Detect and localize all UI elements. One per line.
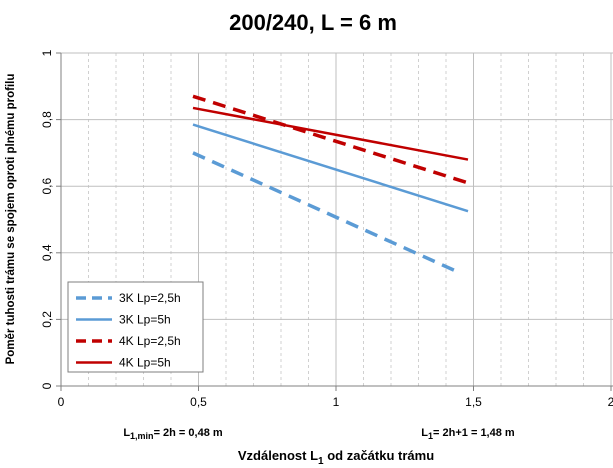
x-tick-labels: 0 0,5 1 1,5 2	[58, 395, 613, 409]
y-tick-label: 0	[40, 382, 54, 389]
series-line	[192, 106, 469, 161]
chart-title: 200/240, L = 6 m	[229, 10, 397, 35]
x-tick-label: 0	[58, 395, 65, 409]
y-tick-label: 0,4	[40, 244, 54, 261]
x-tick-label: 0,5	[190, 395, 207, 409]
x-axis-label: Vzdálenost L1 od začátku trámu	[238, 448, 434, 467]
x-tick-label: 1	[333, 395, 340, 409]
y-tick-label: 0,6	[40, 178, 54, 195]
x-tick-label: 2	[608, 395, 613, 409]
legend-entry: 4K Lp=5h	[119, 356, 171, 370]
legend-entry: 4K Lp=2,5h	[119, 334, 181, 348]
legend: 3K Lp=2,5h 3K Lp=5h 4K Lp=2,5h 4K Lp=5h	[67, 281, 204, 373]
legend-entry: 3K Lp=2,5h	[119, 291, 181, 305]
series-line	[192, 151, 461, 275]
series-line	[192, 94, 469, 185]
y-axis-label: Poměr tuhosti trámu se spojem oproti pln…	[5, 74, 17, 365]
legend-box	[67, 281, 204, 373]
series-lines	[192, 94, 469, 275]
x-tick-label: 1,5	[465, 395, 482, 409]
y-tick-label: 0,8	[40, 111, 54, 128]
annotation-l1: L1= 2h+1 = 1,48 m	[421, 427, 515, 441]
y-tick-label: 1	[40, 49, 54, 56]
annotation-l1-min: L1,min= 2h = 0,48 m	[123, 427, 223, 441]
y-tick-labels: 0 0,2 0,4 0,6 0,8 1	[40, 49, 54, 389]
y-tick-label: 0,2	[40, 311, 54, 328]
series-line	[192, 123, 469, 213]
legend-entry: 3K Lp=5h	[119, 313, 171, 327]
grid	[61, 52, 613, 386]
axes	[56, 52, 613, 391]
